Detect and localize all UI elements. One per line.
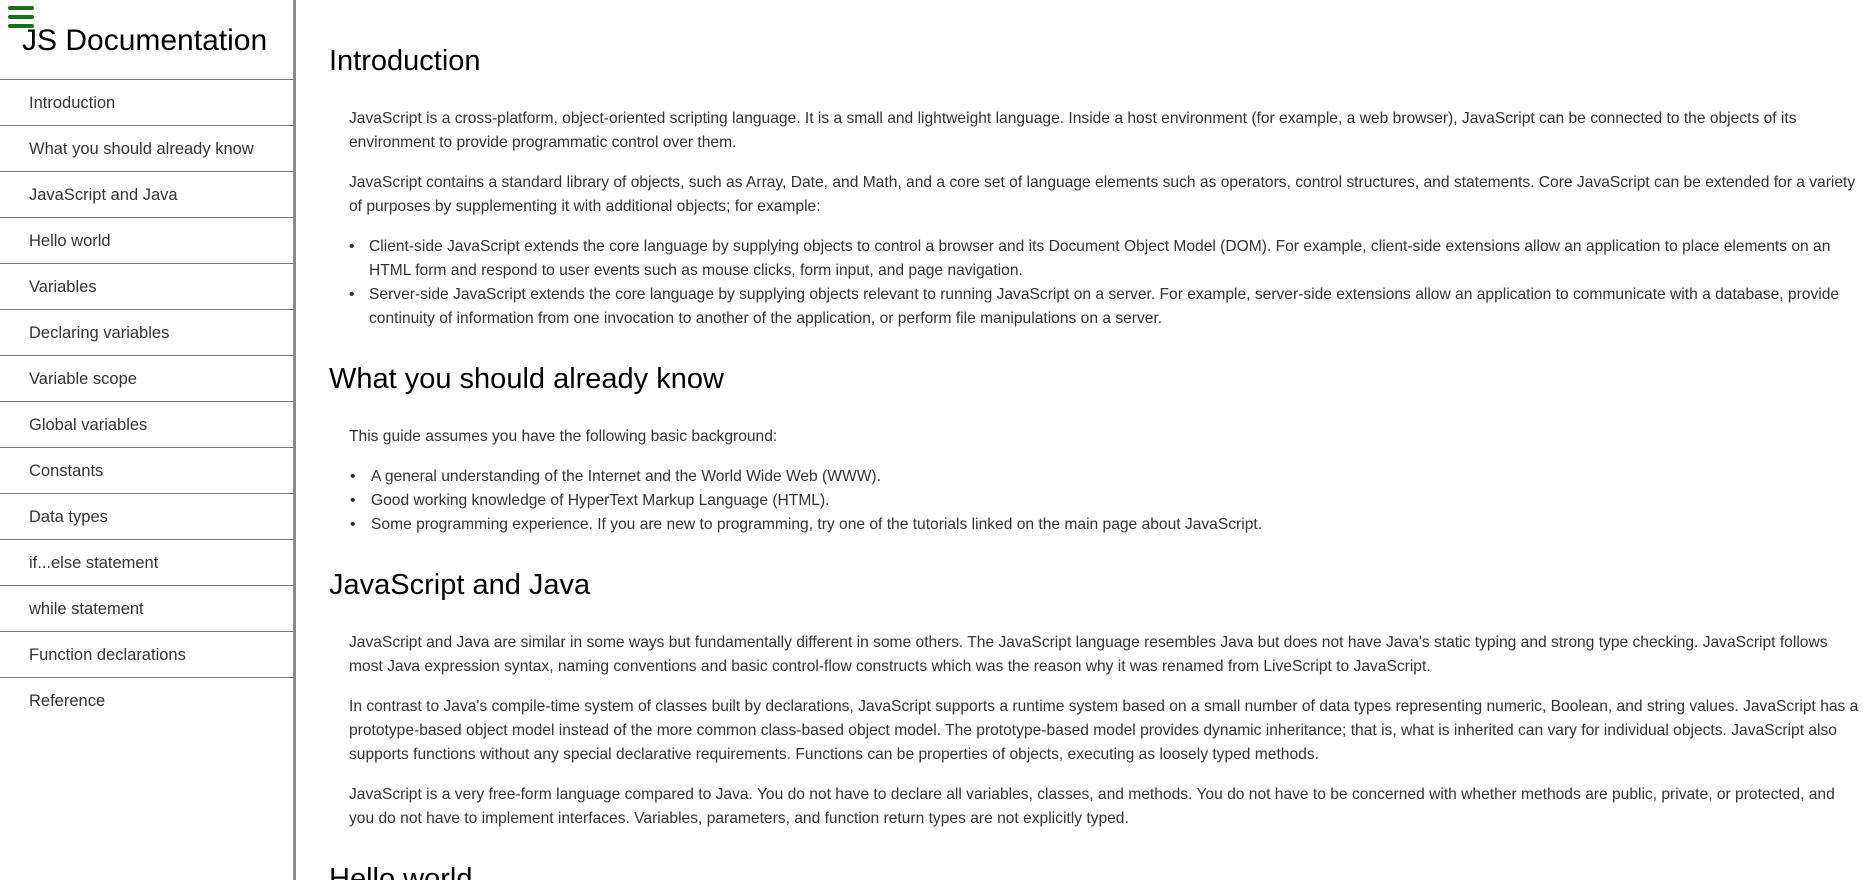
list-item: Some programming experience. If you are …	[329, 513, 1859, 537]
nav-item: What you should already know	[0, 126, 293, 172]
nav-link-variables[interactable]: Variables	[29, 277, 97, 296]
paragraph: In contrast to Java's compile-time syste…	[349, 698, 1859, 763]
section-body: JavaScript is a cross-platform, object-o…	[329, 107, 1859, 331]
bullet-list: Client-side JavaScript extends the core …	[349, 235, 1859, 331]
section-title: Introduction	[329, 45, 481, 77]
navbar-title: JS Documentation	[22, 24, 268, 57]
nav-link-if-else-statement[interactable]: if...else statement	[29, 553, 159, 572]
nav-item: Function declarations	[0, 632, 293, 678]
list-item: Good working knowledge of HyperText Mark…	[329, 489, 1859, 513]
nav-link-constants[interactable]: Constants	[29, 461, 104, 480]
bullet-list: A general understanding of the Internet …	[329, 465, 1859, 537]
list-item: Server-side JavaScript extends the core …	[349, 283, 1859, 331]
list-item: Client-side JavaScript extends the core …	[349, 235, 1859, 283]
nav-item: while statement	[0, 586, 293, 632]
paragraph: JavaScript and Java are similar in some …	[349, 634, 1828, 675]
nav-link-global-variables[interactable]: Global variables	[29, 415, 148, 434]
nav-link-while-statement[interactable]: while statement	[29, 599, 144, 618]
nav-item: Variable scope	[0, 356, 293, 402]
nav-list: Introduction What you should already kno…	[0, 80, 293, 724]
nav-item: Introduction	[0, 80, 293, 126]
section-body: This guide assumes you have the followin…	[329, 425, 1859, 537]
nav-item: Reference	[0, 678, 293, 724]
navbar-header: JS Documentation	[0, 0, 293, 80]
section-hello-world: Hello world	[329, 847, 1859, 880]
nav-item: if...else statement	[0, 540, 293, 586]
nav-link-variable-scope[interactable]: Variable scope	[29, 369, 137, 388]
nav-link-function-declarations[interactable]: Function declarations	[29, 645, 186, 664]
nav-link-declaring-variables[interactable]: Declaring variables	[29, 323, 170, 342]
navbar: JS Documentation Introduction What you s…	[0, 0, 296, 880]
nav-link-reference[interactable]: Reference	[29, 692, 106, 710]
nav-item: Constants	[0, 448, 293, 494]
nav-item: Variables	[0, 264, 293, 310]
section-title: JavaScript and Java	[329, 569, 591, 601]
paragraph: JavaScript contains a standard library o…	[349, 174, 1856, 215]
nav-item: Declaring variables	[0, 310, 293, 356]
nav-item: JavaScript and Java	[0, 172, 293, 218]
section-what-you-should-already-know: What you should already know This guide …	[329, 347, 1859, 537]
section-title: Hello world	[329, 863, 473, 880]
paragraph: JavaScript is a very free-form language …	[349, 786, 1835, 827]
section-body: JavaScript and Java are similar in some …	[329, 631, 1859, 831]
section-title: What you should already know	[329, 363, 724, 395]
nav-link-introduction[interactable]: Introduction	[29, 93, 116, 112]
nav-link-javascript-and-java[interactable]: JavaScript and Java	[29, 185, 178, 204]
section-introduction: Introduction JavaScript is a cross-platf…	[329, 0, 1859, 331]
section-javascript-and-java: JavaScript and Java JavaScript and Java …	[329, 553, 1859, 831]
nav-item: Hello world	[0, 218, 293, 264]
nav-item: Data types	[0, 494, 293, 540]
nav-link-hello-world[interactable]: Hello world	[29, 231, 111, 250]
paragraph: This guide assumes you have the followin…	[349, 428, 778, 445]
main-doc: Introduction JavaScript is a cross-platf…	[329, 0, 1859, 880]
nav-link-data-types[interactable]: Data types	[29, 507, 108, 526]
hamburger-menu-icon[interactable]	[8, 6, 34, 28]
nav-item: Global variables	[0, 402, 293, 448]
list-item: A general understanding of the Internet …	[329, 465, 1859, 489]
paragraph: JavaScript is a cross-platform, object-o…	[349, 110, 1797, 151]
nav-link-what-you-should-already-know[interactable]: What you should already know	[29, 139, 254, 158]
